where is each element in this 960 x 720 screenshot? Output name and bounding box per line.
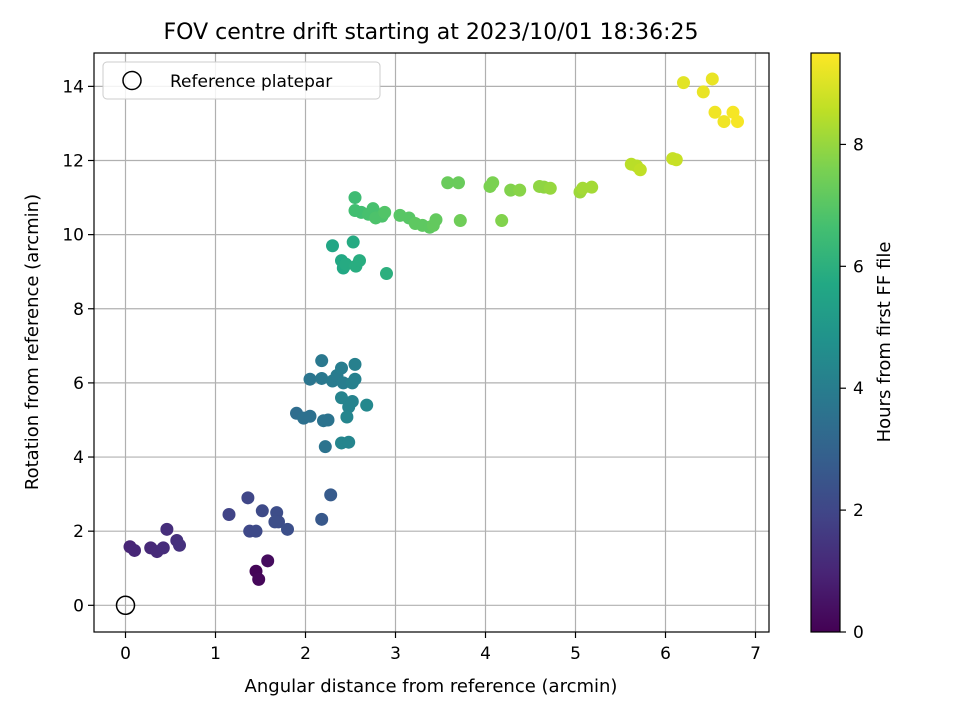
data-point xyxy=(504,183,518,197)
data-point xyxy=(318,440,332,454)
data-point xyxy=(128,543,141,557)
data-point xyxy=(241,491,255,505)
data-point xyxy=(156,541,170,555)
y-tick-label: 4 xyxy=(73,448,84,468)
data-point xyxy=(543,181,557,195)
chart-title: FOV centre drift starting at 2023/10/01 … xyxy=(164,20,699,45)
data-point xyxy=(339,257,353,271)
x-tick-label: 5 xyxy=(570,644,581,664)
data-point xyxy=(717,115,731,129)
data-point xyxy=(321,413,335,427)
y-axis-ticks: 0 2 4 6 8 10 12 14 xyxy=(62,77,94,616)
data-point xyxy=(249,524,263,538)
colorbar-tick-label: 0 xyxy=(853,623,864,643)
data-point xyxy=(281,522,294,536)
data-point xyxy=(452,176,465,190)
data-point xyxy=(353,254,366,268)
y-tick-label: 0 xyxy=(73,596,84,616)
x-tick-label: 0 xyxy=(120,644,131,664)
data-point xyxy=(315,371,329,385)
data-point xyxy=(173,538,186,552)
data-point xyxy=(669,153,683,167)
data-point xyxy=(696,85,710,99)
legend-entry-reference-platepar: Reference platepar xyxy=(170,72,332,92)
data-point xyxy=(495,214,509,228)
data-point xyxy=(677,76,690,90)
x-axis-label: Angular distance from reference (arcmin) xyxy=(245,676,618,697)
data-point xyxy=(429,213,443,227)
data-point xyxy=(378,205,392,219)
colorbar: 0 2 4 6 8 Hours from first FF file xyxy=(810,52,895,643)
x-tick-label: 4 xyxy=(480,644,491,664)
data-point xyxy=(633,163,647,177)
colorbar-ticks: 0 2 4 6 8 xyxy=(840,135,864,643)
y-tick-label: 10 xyxy=(62,226,84,246)
data-point xyxy=(486,176,500,190)
data-point xyxy=(303,372,317,386)
data-points xyxy=(123,72,744,586)
data-point xyxy=(441,176,455,190)
data-point xyxy=(303,409,317,423)
plot-frame xyxy=(93,52,770,633)
colorbar-tick-label: 4 xyxy=(853,379,864,399)
legend-marker xyxy=(122,70,142,91)
data-point xyxy=(222,507,236,521)
colorbar-label: Hours from first FF file xyxy=(874,242,895,443)
x-tick-label: 3 xyxy=(390,644,401,664)
y-tick-label: 2 xyxy=(73,522,84,542)
grid-lines xyxy=(94,53,769,632)
data-point xyxy=(326,239,339,253)
y-axis-label: Rotation from reference (arcmin) xyxy=(22,194,43,490)
colorbar-tick-label: 8 xyxy=(853,135,864,155)
data-point xyxy=(360,398,374,412)
colorbar-gradient xyxy=(810,52,841,633)
legend-box xyxy=(102,61,381,100)
y-tick-label: 8 xyxy=(73,300,84,320)
data-point xyxy=(348,372,362,386)
data-point xyxy=(731,115,744,129)
data-point xyxy=(335,361,348,375)
data-point xyxy=(252,572,266,586)
data-point xyxy=(324,488,338,502)
data-point xyxy=(336,376,350,390)
reference-point-marker xyxy=(115,595,136,616)
data-point xyxy=(705,72,719,86)
data-point xyxy=(348,191,362,205)
data-point xyxy=(255,504,269,518)
data-point xyxy=(585,180,599,194)
x-tick-label: 6 xyxy=(660,644,671,664)
data-point xyxy=(160,522,174,536)
y-tick-label: 12 xyxy=(62,151,84,171)
colorbar-tick-label: 2 xyxy=(853,501,864,521)
data-point xyxy=(380,267,393,281)
x-axis-ticks: 0 1 2 3 4 5 6 7 xyxy=(120,632,761,664)
data-point xyxy=(345,394,359,408)
data-point xyxy=(268,515,282,529)
data-point xyxy=(340,410,354,424)
x-tick-label: 2 xyxy=(300,644,311,664)
y-tick-label: 14 xyxy=(62,77,84,97)
y-tick-label: 6 xyxy=(73,374,84,394)
colorbar-tick-label: 6 xyxy=(853,257,864,277)
data-point xyxy=(453,214,467,228)
data-point xyxy=(342,435,356,449)
data-point xyxy=(315,512,329,526)
data-point xyxy=(708,105,722,119)
data-point xyxy=(261,554,275,568)
data-point xyxy=(346,235,360,249)
data-point xyxy=(335,391,348,405)
x-tick-label: 7 xyxy=(750,644,761,664)
data-point xyxy=(348,357,362,371)
legend: Reference platepar xyxy=(102,61,381,100)
x-tick-label: 1 xyxy=(210,644,221,664)
data-point xyxy=(513,183,527,197)
data-point xyxy=(315,354,329,368)
